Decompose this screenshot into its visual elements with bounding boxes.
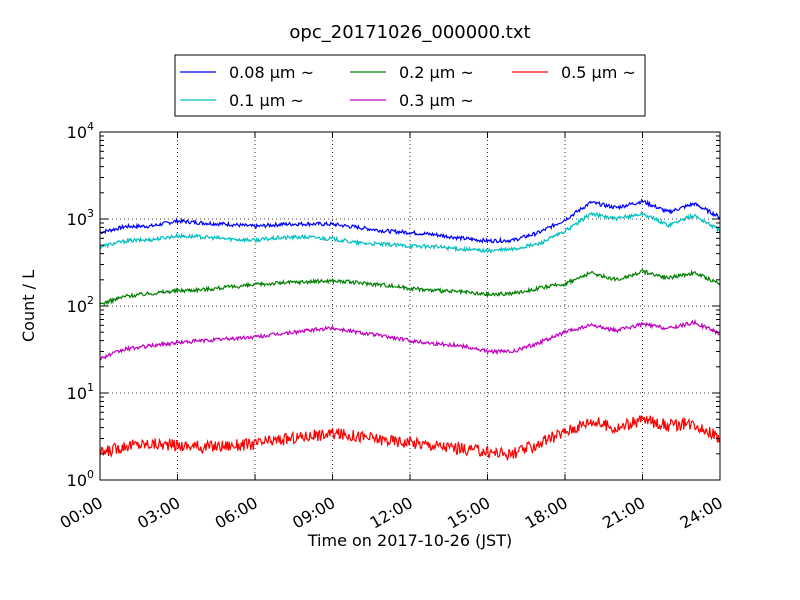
chart-title: opc_20171026_000000.txt	[289, 22, 530, 43]
y-tick-label: 103	[67, 207, 94, 229]
legend-label: 0.08 μm ~	[229, 63, 314, 82]
y-tick-label: 101	[67, 381, 94, 403]
legend-label: 0.3 μm ~	[399, 91, 474, 110]
y-axis: 100 101 102 103 104	[67, 120, 720, 490]
series-layer	[99, 198, 721, 462]
legend-label: 0.1 μm ~	[229, 91, 304, 110]
legend-label: 0.5 μm ~	[561, 63, 636, 82]
series-line	[100, 318, 721, 361]
y-tick-label: 104	[67, 120, 94, 142]
legend-box	[174, 54, 646, 117]
legend: 0.08 μm ~ 0.1 μm ~ 0.2 μm ~ 0.3 μm ~ 0.5 μm …	[174, 54, 646, 117]
y-tick-label: 102	[67, 294, 94, 316]
y-axis-label: Count / L	[19, 270, 38, 342]
x-axis-label: Time on 2017-10-26 (JST)	[307, 531, 512, 550]
series-line	[99, 268, 721, 306]
series-line	[99, 210, 721, 254]
y-tick-label: 100	[67, 468, 94, 490]
series-line	[99, 415, 721, 462]
series-line	[99, 198, 721, 244]
legend-label: 0.2 μm ~	[399, 63, 474, 82]
